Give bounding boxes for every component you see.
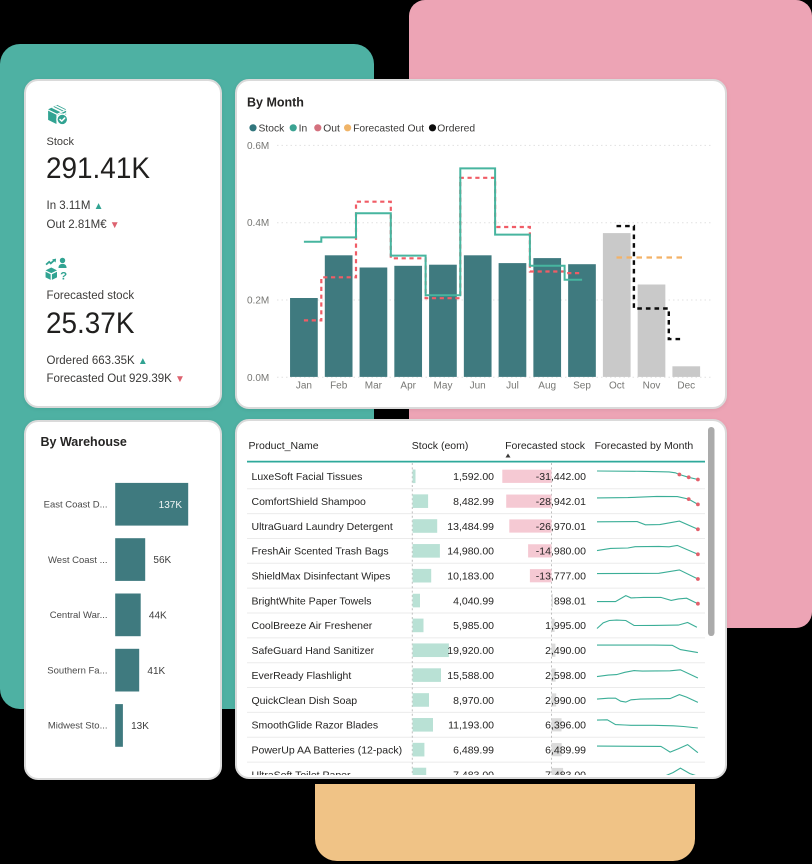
svg-text:4,040.99: 4,040.99 (453, 595, 494, 607)
svg-text:Stock: Stock (258, 124, 285, 135)
svg-text:LuxeSoft Facial Tissues: LuxeSoft Facial Tissues (251, 471, 362, 483)
svg-text:EverReady Flashlight: EverReady Flashlight (251, 670, 351, 682)
svg-text:Sep: Sep (573, 381, 591, 392)
svg-text:-26,970.01: -26,970.01 (536, 521, 586, 533)
svg-text:Jan: Jan (296, 381, 312, 392)
svg-text:ComfortShield Shampoo: ComfortShield Shampoo (251, 496, 366, 508)
svg-text:14,980.00: 14,980.00 (447, 546, 494, 558)
svg-text:-14,980.00: -14,980.00 (536, 546, 586, 558)
svg-text:West Coast ...: West Coast ... (48, 555, 107, 566)
svg-text:7,483.00: 7,483.00 (545, 769, 586, 775)
svg-text:19,920.00: 19,920.00 (447, 645, 494, 657)
svg-text:Nov: Nov (642, 381, 660, 392)
svg-text:56K: 56K (153, 555, 171, 566)
svg-text:8,970.00: 8,970.00 (453, 695, 494, 707)
svg-text:Midwest Sto...: Midwest Sto... (48, 721, 108, 732)
svg-text:Product_Name: Product_Name (248, 440, 318, 452)
svg-text:-13,777.00: -13,777.00 (536, 571, 586, 583)
svg-text:Forecasted by Month: Forecasted by Month (594, 440, 693, 452)
svg-text:By Warehouse: By Warehouse (41, 435, 127, 449)
svg-text:Forecasted stock: Forecasted stock (505, 440, 586, 452)
svg-text:898.01: 898.01 (554, 595, 586, 607)
svg-text:15,588.00: 15,588.00 (447, 670, 494, 682)
svg-text:137K: 137K (159, 500, 183, 511)
svg-text:SafeGuard Hand Sanitizer: SafeGuard Hand Sanitizer (251, 645, 374, 657)
svg-text:Ordered: Ordered (437, 124, 475, 135)
svg-text:May: May (433, 381, 452, 392)
svg-text:CoolBreeze Air Freshener: CoolBreeze Air Freshener (251, 620, 372, 632)
svg-text:Forecasted Out: Forecasted Out (353, 124, 424, 135)
svg-text:Oct: Oct (609, 381, 625, 392)
svg-text:Apr: Apr (400, 381, 416, 392)
svg-text:Jun: Jun (469, 381, 485, 392)
svg-text:BrightWhite Paper Towels: BrightWhite Paper Towels (251, 595, 371, 607)
svg-text:Out: Out (323, 124, 340, 135)
svg-text:Stock (eom): Stock (eom) (412, 440, 469, 452)
svg-text:Southern Fa...: Southern Fa... (47, 666, 107, 677)
svg-text:2,990.00: 2,990.00 (545, 695, 586, 707)
svg-text:2,598.00: 2,598.00 (545, 670, 586, 682)
svg-text:6,396.00: 6,396.00 (545, 720, 586, 732)
svg-text:1,592.00: 1,592.00 (453, 471, 494, 483)
svg-text:Central War...: Central War... (50, 610, 108, 621)
svg-text:44K: 44K (149, 611, 167, 622)
svg-text:Dec: Dec (677, 381, 695, 392)
svg-text:6,489.99: 6,489.99 (545, 744, 586, 756)
svg-text:QuickClean Dish Soap: QuickClean Dish Soap (251, 695, 357, 707)
svg-text:11,193.00: 11,193.00 (448, 720, 494, 732)
svg-text:7,483.00: 7,483.00 (453, 769, 494, 775)
svg-text:UltraGuard Laundry Detergent: UltraGuard Laundry Detergent (251, 521, 392, 533)
svg-text:FreshAir Scented Trash Bags: FreshAir Scented Trash Bags (251, 546, 388, 558)
svg-text:13K: 13K (131, 721, 149, 732)
svg-text:0.6M: 0.6M (247, 141, 269, 152)
svg-text:0.0M: 0.0M (247, 373, 269, 384)
svg-text:13,484.99: 13,484.99 (447, 521, 494, 533)
svg-text:SmoothGlide Razor Blades: SmoothGlide Razor Blades (251, 720, 378, 732)
svg-text:0.2M: 0.2M (247, 296, 269, 307)
svg-text:?: ? (60, 270, 67, 282)
svg-text:East Coast D...: East Coast D... (44, 500, 108, 511)
svg-text:41K: 41K (147, 666, 165, 677)
svg-text:2,490.00: 2,490.00 (545, 645, 586, 657)
svg-text:10,183.00: 10,183.00 (447, 571, 494, 583)
svg-text:-28,942.01: -28,942.01 (536, 496, 586, 508)
svg-text:Feb: Feb (330, 381, 348, 392)
svg-text:Aug: Aug (538, 381, 556, 392)
svg-text:Mar: Mar (365, 381, 383, 392)
svg-text:UltraSoft Toilet Paper: UltraSoft Toilet Paper (251, 769, 351, 775)
svg-text:6,489.99: 6,489.99 (453, 744, 494, 756)
svg-text:In: In (298, 124, 307, 135)
svg-text:Jul: Jul (506, 381, 519, 392)
svg-text:1,995.00: 1,995.00 (545, 620, 586, 632)
svg-text:5,985.00: 5,985.00 (453, 620, 494, 632)
svg-text:0.4M: 0.4M (247, 218, 269, 229)
svg-text:By Month: By Month (247, 96, 304, 110)
svg-text:8,482.99: 8,482.99 (453, 496, 494, 508)
svg-text:-31,442.00: -31,442.00 (536, 471, 586, 483)
svg-text:PowerUp AA Batteries (12-pack): PowerUp AA Batteries (12-pack) (251, 744, 402, 756)
svg-text:ShieldMax Disinfectant Wipes: ShieldMax Disinfectant Wipes (251, 571, 390, 583)
